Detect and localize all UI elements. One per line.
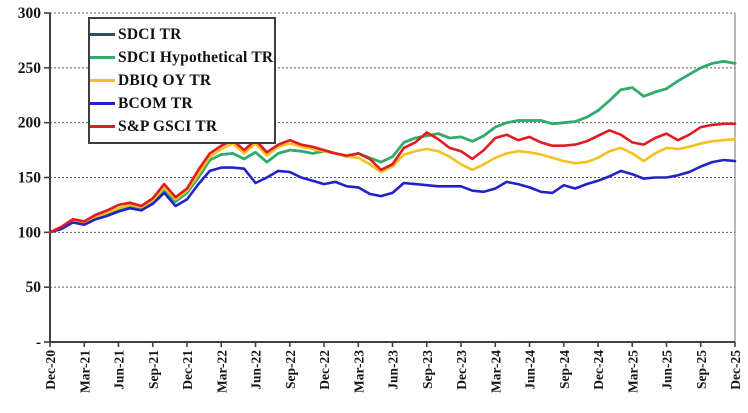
- x-axis-label: Dec-21: [180, 350, 195, 390]
- x-axis-label: Sep-23: [420, 350, 435, 389]
- x-axis-label: Mar-23: [351, 350, 366, 393]
- x-axis-label: Mar-22: [214, 350, 229, 393]
- legend-label-sp-gsci-tr: S&P GSCI TR: [118, 117, 218, 135]
- x-axis-label: Dec-23: [454, 350, 469, 390]
- legend-label-dbiq-oy-tr: DBIQ OY TR: [118, 71, 212, 89]
- legend-label-bcom-tr: BCOM TR: [118, 94, 193, 112]
- legend-swatch-bcom-tr: [90, 102, 115, 105]
- x-axis-label: Jun-22: [249, 350, 264, 390]
- legend-swatch-sdci-hypothetical-tr: [90, 56, 115, 59]
- y-axis-label: 150: [18, 170, 42, 187]
- y-axis-label: -: [36, 334, 41, 351]
- y-axis-label: 100: [18, 224, 42, 241]
- series-line-bcom-tr: [48, 158, 737, 234]
- x-axis-label: Jun-23: [386, 350, 401, 390]
- x-axis-label: Sep-25: [694, 350, 709, 389]
- y-axis-label: 50: [26, 279, 42, 296]
- legend-item-dbiq-oy-tr: DBIQ OY TR: [90, 69, 270, 92]
- legend-item-sdci-hypothetical-tr: SDCI Hypothetical TR: [90, 46, 274, 69]
- legend-item-sdci-tr: SDCI TR: [90, 23, 270, 46]
- x-axis-label: Jun-25: [660, 350, 675, 390]
- legend-swatch-sdci-tr: [90, 33, 115, 36]
- x-axis-label: Dec-22: [317, 350, 332, 390]
- x-axis-label: Dec-25: [728, 350, 743, 390]
- legend-swatch-sp-gsci-tr: [90, 125, 115, 128]
- chart-legend: SDCI TR SDCI Hypothetical TR DBIQ OY TR …: [88, 17, 276, 144]
- x-axis-label: Mar-25: [625, 350, 640, 393]
- x-axis-label: Sep-22: [283, 350, 298, 389]
- y-axis-label: 300: [18, 5, 42, 22]
- x-axis-label: Sep-21: [146, 350, 161, 389]
- series-line-s-p-gsci-tr: [48, 122, 737, 234]
- x-axis-label: Jun-21: [112, 350, 127, 390]
- x-axis-label: Dec-20: [43, 350, 58, 390]
- x-axis-label: Mar-21: [77, 350, 92, 393]
- x-axis-label: Dec-24: [591, 350, 606, 390]
- legend-swatch-dbiq-oy-tr: [90, 79, 115, 82]
- series-line-sdci-hypothetical-tr: [48, 59, 737, 234]
- x-axis-label: Sep-24: [557, 350, 572, 389]
- legend-label-sdci-hypothetical-tr: SDCI Hypothetical TR: [118, 48, 274, 66]
- x-axis-label: Mar-24: [488, 350, 503, 393]
- legend-item-sp-gsci-tr: S&P GSCI TR: [90, 115, 270, 138]
- legend-item-bcom-tr: BCOM TR: [90, 92, 270, 115]
- legend-label-sdci-tr: SDCI TR: [118, 25, 182, 43]
- series-line-dbiq-oy-tr: [48, 137, 737, 234]
- y-axis-label: 200: [18, 115, 42, 132]
- y-axis-label: 250: [18, 60, 42, 77]
- x-axis-label: Jun-24: [523, 350, 538, 390]
